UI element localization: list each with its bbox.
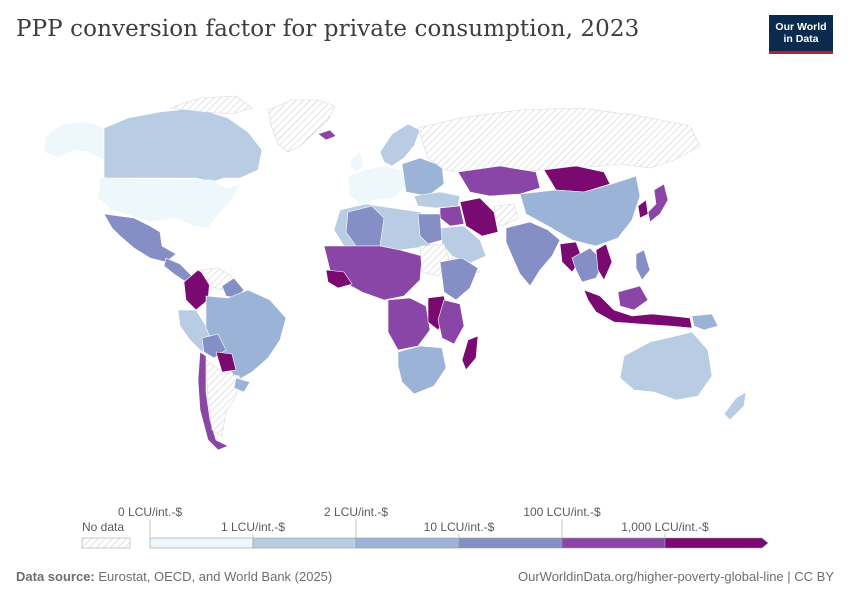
region-vietnam[interactable]	[595, 243, 613, 281]
legend-label-4: 100 LCU/int.-$	[523, 505, 601, 519]
legend-bin-0	[149, 537, 254, 549]
region-madagascar[interactable]	[461, 335, 479, 371]
region-east-africa[interactable]	[437, 299, 465, 345]
region-new-zealand[interactable]	[723, 391, 747, 421]
region-paraguay[interactable]	[215, 351, 237, 373]
region-iceland[interactable]	[317, 129, 337, 141]
legend-label-0: 0 LCU/int.-$	[118, 505, 182, 519]
region-canadian-arctic[interactable]	[169, 95, 253, 115]
region-indonesia[interactable]	[583, 289, 693, 329]
legend-bin-4	[561, 537, 666, 549]
logo-line-1: Our World	[775, 21, 827, 33]
source-link[interactable]: OurWorldinData.org/higher-poverty-global…	[518, 569, 834, 584]
region-algeria[interactable]	[345, 205, 385, 247]
region-kazakhstan[interactable]	[457, 165, 541, 197]
region-mexico[interactable]	[103, 213, 177, 263]
legend-no-data-label: No data	[82, 520, 124, 534]
region-russia[interactable]	[417, 107, 701, 173]
region-papua-new-guinea[interactable]	[691, 313, 719, 331]
region-chile[interactable]	[197, 351, 229, 451]
region-west-africa-coast[interactable]	[325, 269, 353, 289]
data-source: Data source: Eurostat, OECD, and World B…	[16, 569, 332, 584]
region-greenland[interactable]	[267, 99, 336, 153]
region-japan[interactable]	[647, 183, 669, 223]
data-source-text: Eurostat, OECD, and World Bank (2025)	[98, 569, 333, 584]
region-uruguay[interactable]	[233, 377, 251, 393]
legend-bin-1	[252, 537, 357, 549]
map-legend: No data 0 LCU/int.-$ 1 LCU/int.-$ 2 LCU/…	[81, 505, 769, 549]
region-horn-of-africa[interactable]	[439, 257, 479, 301]
region-afghanistan[interactable]	[493, 203, 519, 227]
region-borneo[interactable]	[617, 285, 649, 311]
region-western-europe[interactable]	[347, 165, 407, 205]
chart-title: PPP conversion factor for private consum…	[16, 16, 640, 42]
region-iraq[interactable]	[439, 205, 465, 227]
region-egypt[interactable]	[417, 213, 443, 245]
region-alaska[interactable]	[43, 121, 105, 161]
legend-no-data-swatch	[81, 537, 131, 549]
region-india[interactable]	[505, 221, 561, 287]
legend-label-2: 2 LCU/int.-$	[324, 505, 388, 519]
region-canada[interactable]	[103, 107, 263, 183]
region-scandinavia[interactable]	[379, 123, 421, 167]
region-eastern-europe[interactable]	[401, 157, 445, 197]
region-philippines[interactable]	[635, 249, 651, 281]
legend-bin-3	[458, 537, 563, 549]
legend-label-5: 1,000 LCU/int.-$	[621, 520, 709, 534]
region-korea[interactable]	[637, 199, 649, 219]
region-southern-africa[interactable]	[397, 345, 447, 395]
region-thailand[interactable]	[571, 247, 605, 283]
region-argentina[interactable]	[205, 359, 241, 437]
region-china[interactable]	[519, 175, 641, 247]
region-united-states[interactable]	[97, 177, 241, 229]
region-iran[interactable]	[459, 197, 499, 237]
region-central-africa[interactable]	[387, 297, 431, 351]
world-map	[43, 95, 747, 451]
owid-logo[interactable]: Our World in Data	[769, 15, 833, 54]
logo-line-2: in Data	[783, 33, 819, 45]
region-uk[interactable]	[349, 151, 365, 173]
legend-bin-5	[664, 537, 769, 549]
legend-label-1: 1 LCU/int.-$	[221, 520, 285, 534]
legend-label-3: 10 LCU/int.-$	[424, 520, 495, 534]
region-australia[interactable]	[619, 331, 713, 401]
data-source-label: Data source:	[16, 569, 95, 584]
legend-bin-2	[355, 537, 460, 549]
